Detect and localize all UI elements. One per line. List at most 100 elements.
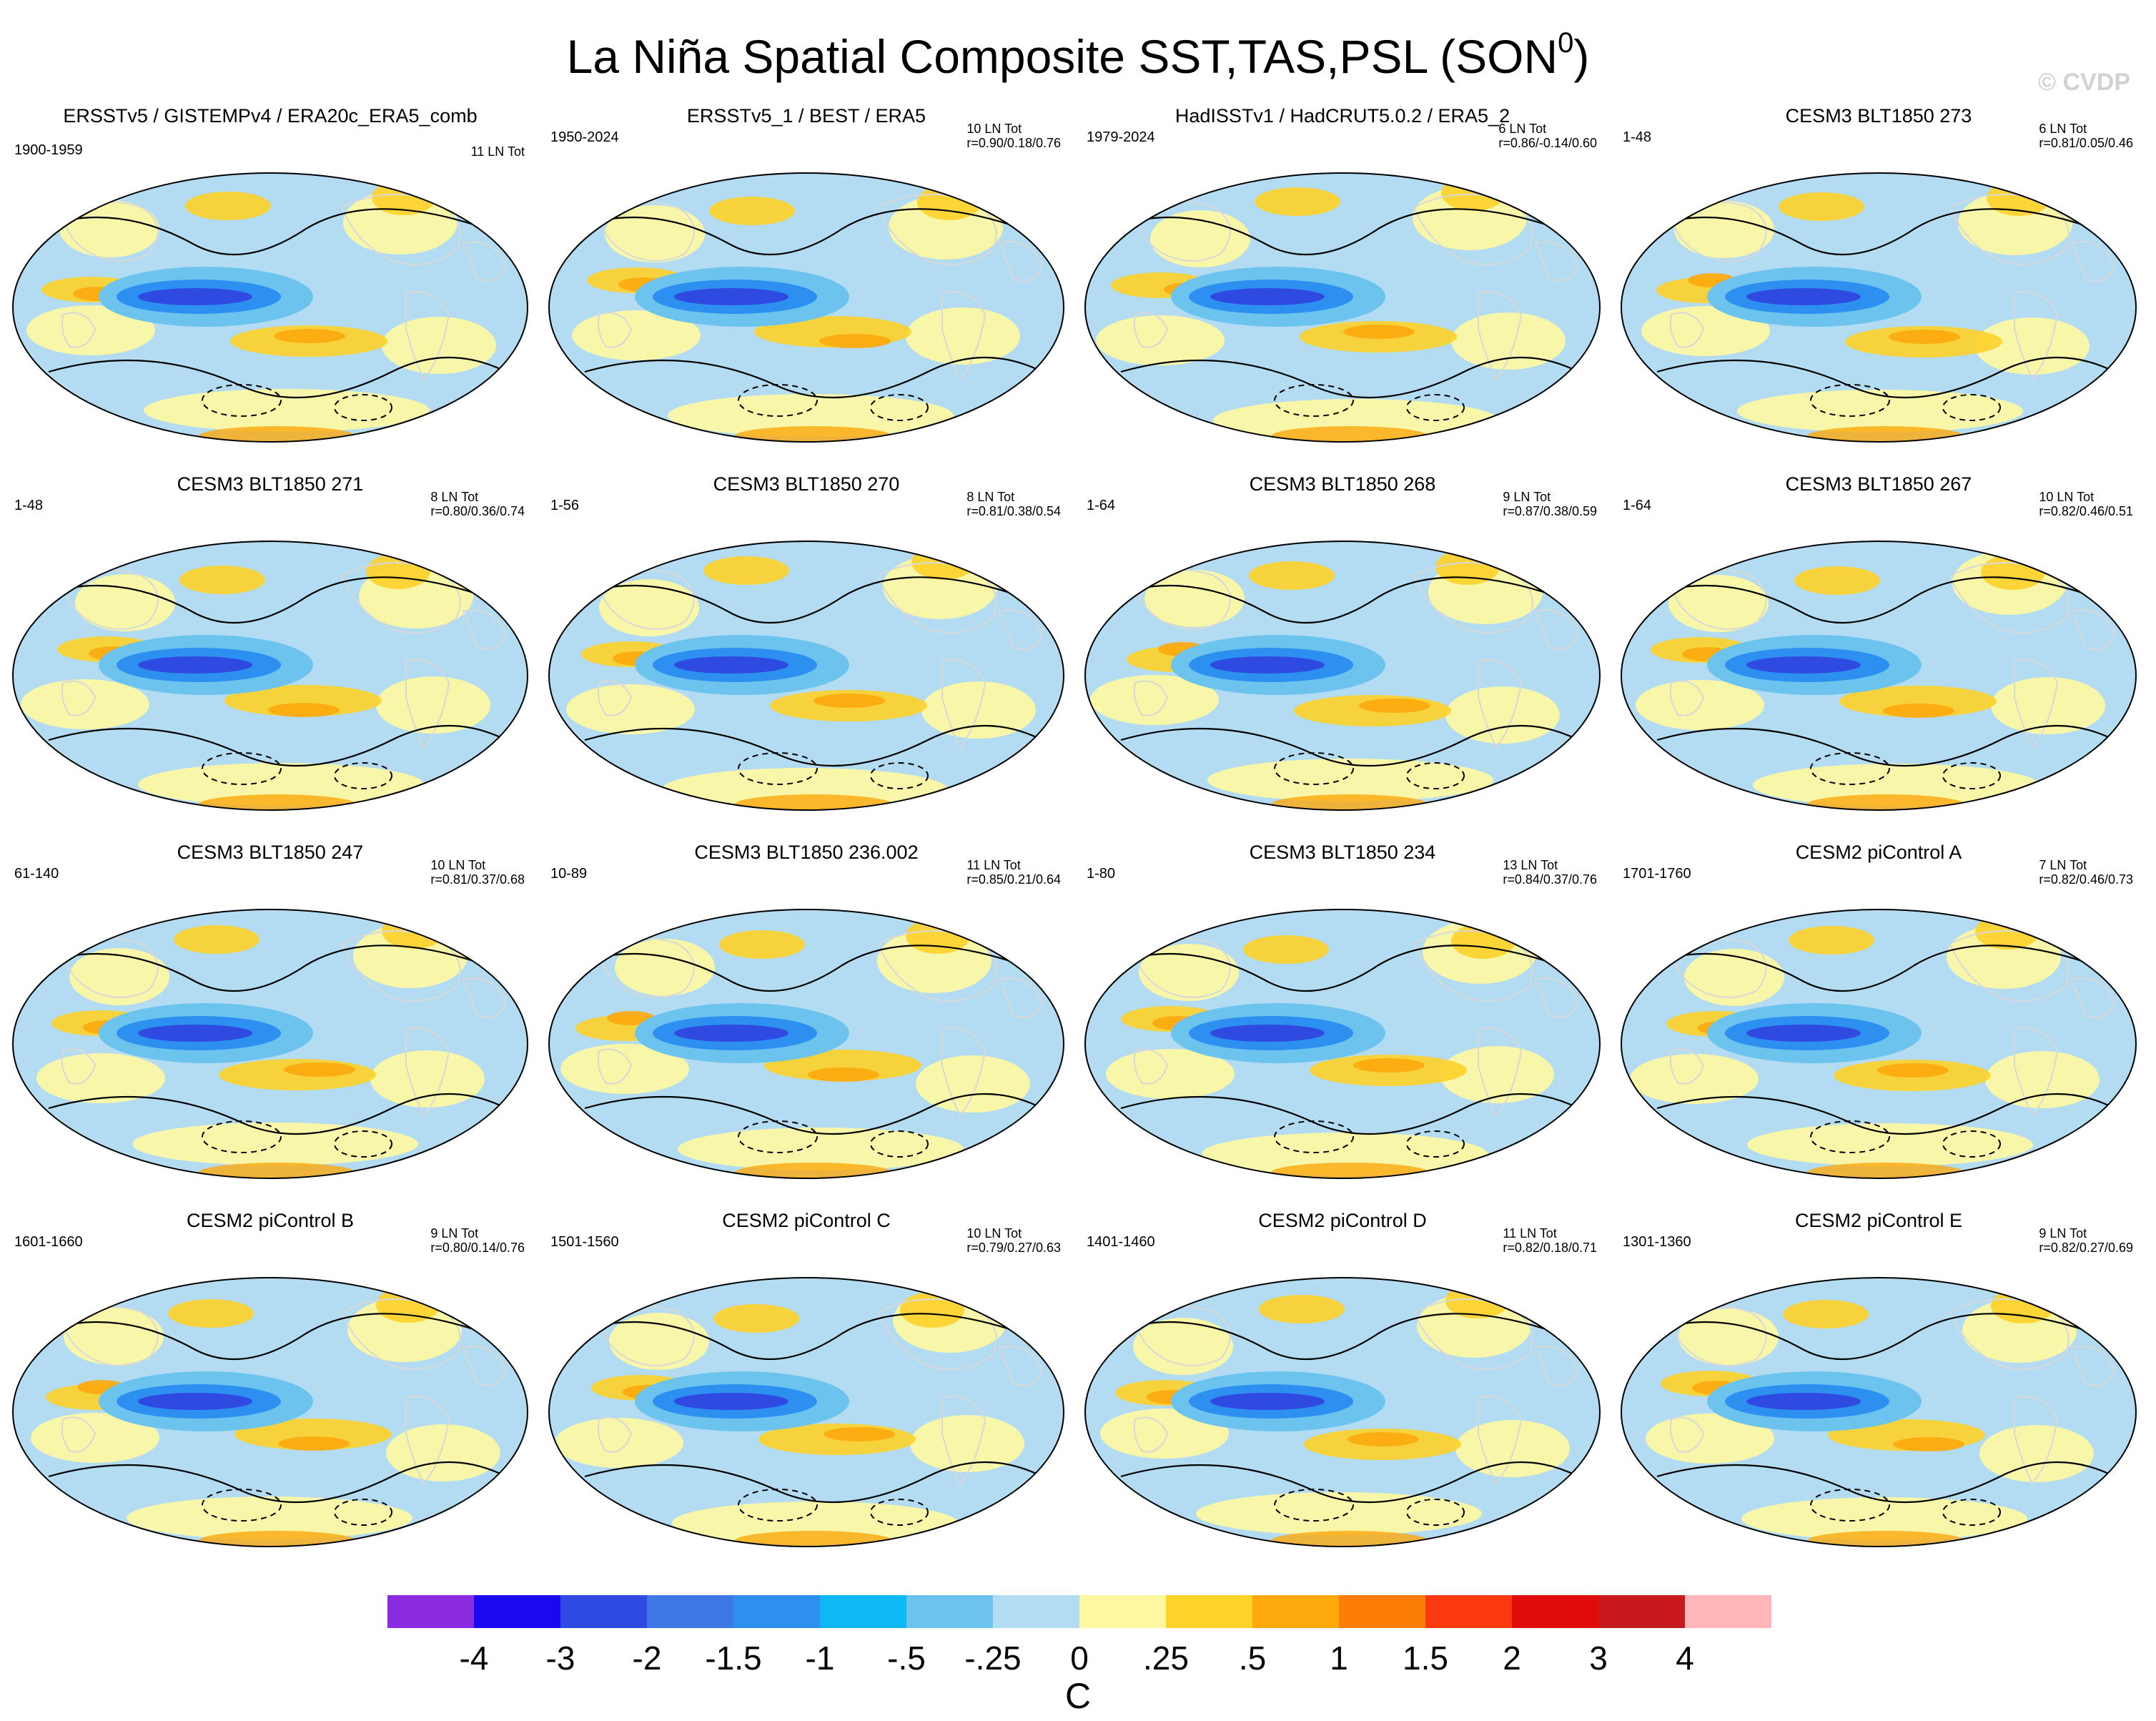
map-panel: ERSSTv5_1 / BEST / ERA5 1950-2024 10 LN To… <box>542 100 1071 468</box>
map-panel: CESM3 BLT1850 267 1-64 10 LN Tot r=0.82/0.4… <box>1614 468 2143 837</box>
colorbar-swatch <box>1598 1595 1685 1628</box>
panel-years: 1-56 <box>550 498 580 513</box>
panel-title: CESM2 piControl D <box>1258 1210 1427 1231</box>
panel-title: CESM2 piControl C <box>722 1210 891 1231</box>
colorbar-swatch <box>1166 1595 1252 1628</box>
panel-correlation: r=0.82/0.18/0.71 <box>1503 1241 1597 1255</box>
panel-title: CESM3 BLT1850 267 <box>1785 473 1972 495</box>
watermark: © CVDP <box>2038 69 2130 96</box>
panel-correlation: r=0.82/0.46/0.51 <box>2039 504 2133 518</box>
robinson-map <box>548 909 1064 1179</box>
panel-title: CESM3 BLT1850 236.002 <box>694 842 919 863</box>
panel-correlation: r=0.80/0.14/0.76 <box>430 1241 525 1255</box>
map-panel: CESM3 BLT1850 270 1-56 8 LN Tot r=0.81/0.38… <box>542 468 1071 837</box>
robinson-map <box>1084 172 1601 443</box>
figure-title: La Niña Spatial Composite SST,TAS,PSL (S… <box>0 19 2156 85</box>
map-panel: CESM3 BLT1850 234 1-80 13 LN Tot r=0.84/0.3… <box>1078 837 1607 1205</box>
panel-count-text: 11 LN Tot <box>1503 1226 1557 1241</box>
colorbar-tick-label: -.25 <box>964 1639 1021 1677</box>
panel-correlation: r=0.80/0.36/0.74 <box>430 504 525 518</box>
panel-count-text: 10 LN Tot <box>966 122 1022 136</box>
panel-count-text: 9 LN Tot <box>430 1226 479 1241</box>
panel-title: CESM3 BLT1850 247 <box>177 842 364 863</box>
map-panel: CESM3 BLT1850 247 61-140 10 LN Tot r=0.81/0… <box>6 837 535 1205</box>
robinson-map <box>12 172 528 443</box>
panel-title: CESM3 BLT1850 270 <box>713 473 900 495</box>
panel-count-text: 6 LN Tot <box>1498 122 1547 136</box>
panel-correlation: r=0.81/0.38/0.54 <box>966 504 1061 518</box>
colorbar-swatch <box>733 1595 820 1628</box>
panel-event-count: 10 LN Tot r=0.82/0.46/0.51 <box>2039 490 2133 518</box>
panel-count-text: 6 LN Tot <box>2039 122 2087 136</box>
colorbar-swatch <box>1685 1595 1771 1628</box>
panel-years: 1701-1760 <box>1623 866 1691 882</box>
colorbar-tick-label: .25 <box>1143 1639 1189 1677</box>
panel-years: 1401-1460 <box>1087 1234 1155 1250</box>
robinson-map <box>1621 172 2137 443</box>
colorbar-tick-label: 1 <box>1330 1639 1348 1677</box>
colorbar-swatch <box>1079 1595 1166 1628</box>
robinson-map <box>548 541 1064 811</box>
panel-correlation: r=0.79/0.27/0.63 <box>966 1241 1061 1255</box>
panel-event-count: 10 LN Tot r=0.81/0.37/0.68 <box>430 858 525 887</box>
panel-title: HadISSTv1 / HadCRUT5.0.2 / ERA5_2 <box>1175 105 1510 127</box>
panel-years: 1979-2024 <box>1087 129 1155 145</box>
colorbar-tick-label: 0 <box>1070 1639 1089 1677</box>
panel-years: 1501-1560 <box>550 1234 619 1250</box>
panel-correlation: r=0.84/0.37/0.76 <box>1503 872 1597 887</box>
colorbar-swatch <box>647 1595 733 1628</box>
panel-event-count: 11 LN Tot <box>471 144 525 159</box>
map-panel: CESM2 piControl E 1301-1360 9 LN Tot r=0.82… <box>1614 1205 2143 1573</box>
panel-years: 1301-1360 <box>1623 1234 1691 1250</box>
panel-count-text: 8 LN Tot <box>430 490 479 504</box>
colorbar-swatch <box>993 1595 1079 1628</box>
panel-title: CESM2 piControl A <box>1795 842 1962 863</box>
panel-count-text: 10 LN Tot <box>430 858 486 872</box>
map-panel: CESM3 BLT1850 236.002 10-89 11 LN Tot r=0.8… <box>542 837 1071 1205</box>
panel-title: ERSSTv5_1 / BEST / ERA5 <box>686 105 926 127</box>
robinson-map <box>12 541 528 811</box>
map-panel: CESM2 piControl D 1401-1460 11 LN Tot r=0.8… <box>1078 1205 1607 1573</box>
colorbar-tick-label: 2 <box>1503 1639 1521 1677</box>
panel-event-count: 9 LN Tot r=0.82/0.27/0.69 <box>2039 1226 2133 1255</box>
robinson-map <box>1621 541 2137 811</box>
panel-correlation: r=0.82/0.27/0.69 <box>2039 1241 2133 1255</box>
panel-years: 1-48 <box>1623 129 1652 145</box>
colorbar-swatch <box>1252 1595 1339 1628</box>
colorbar-swatch <box>906 1595 993 1628</box>
colorbar-swatch <box>560 1595 647 1628</box>
panel-count-text: 9 LN Tot <box>1503 490 1551 504</box>
panel-title: ERSSTv5 / GISTEMPv4 / ERA20c_ERA5_comb <box>63 105 478 127</box>
map-panel: CESM2 piControl A 1701-1760 7 LN Tot r=0.82… <box>1614 837 2143 1205</box>
colorbar-swatch <box>820 1595 906 1628</box>
map-panel: ERSSTv5 / GISTEMPv4 / ERA20c_ERA5_comb 19… <box>6 100 535 468</box>
colorbar-swatch <box>1339 1595 1425 1628</box>
panel-count-text: 11 LN Tot <box>966 858 1021 872</box>
colorbar-swatch <box>474 1595 560 1628</box>
panel-event-count: 11 LN Tot r=0.82/0.18/0.71 <box>1503 1226 1597 1255</box>
colorbar-tick-label: -1.5 <box>705 1639 761 1677</box>
colorbar-unit-label: C <box>1065 1676 1091 1716</box>
robinson-map <box>1084 541 1601 811</box>
panel-title: CESM2 piControl E <box>1794 1210 1963 1231</box>
panel-years: 1-48 <box>14 498 44 513</box>
panel-count-text: 7 LN Tot <box>2039 858 2087 872</box>
map-panel: HadISSTv1 / HadCRUT5.0.2 / ERA5_2 1979-20… <box>1078 100 1607 468</box>
panel-years: 1-64 <box>1623 498 1652 513</box>
panel-event-count: 9 LN Tot r=0.80/0.14/0.76 <box>430 1226 525 1255</box>
panel-years: 1950-2024 <box>550 129 619 145</box>
panel-event-count: 6 LN Tot r=0.81/0.05/0.46 <box>2039 122 2133 150</box>
panel-correlation: r=0.81/0.37/0.68 <box>430 872 525 887</box>
panel-years: 1601-1660 <box>14 1234 83 1250</box>
panel-years: 10-89 <box>550 866 588 882</box>
colorbar-tick-label: .5 <box>1239 1639 1266 1677</box>
panel-event-count: 11 LN Tot r=0.85/0.21/0.64 <box>966 858 1061 887</box>
title-close: ) <box>1573 30 1590 83</box>
panel-correlation: r=0.85/0.21/0.64 <box>966 872 1061 887</box>
panel-event-count: 6 LN Tot r=0.86/-0.14/0.60 <box>1498 122 1597 150</box>
panel-count-text: 8 LN Tot <box>966 490 1015 504</box>
panel-event-count: 9 LN Tot r=0.87/0.38/0.59 <box>1503 490 1597 518</box>
map-panel: CESM2 piControl B 1601-1660 9 LN Tot r=0.80… <box>6 1205 535 1573</box>
colorbar-tick-label: -2 <box>633 1639 662 1677</box>
robinson-map <box>1084 1277 1601 1547</box>
